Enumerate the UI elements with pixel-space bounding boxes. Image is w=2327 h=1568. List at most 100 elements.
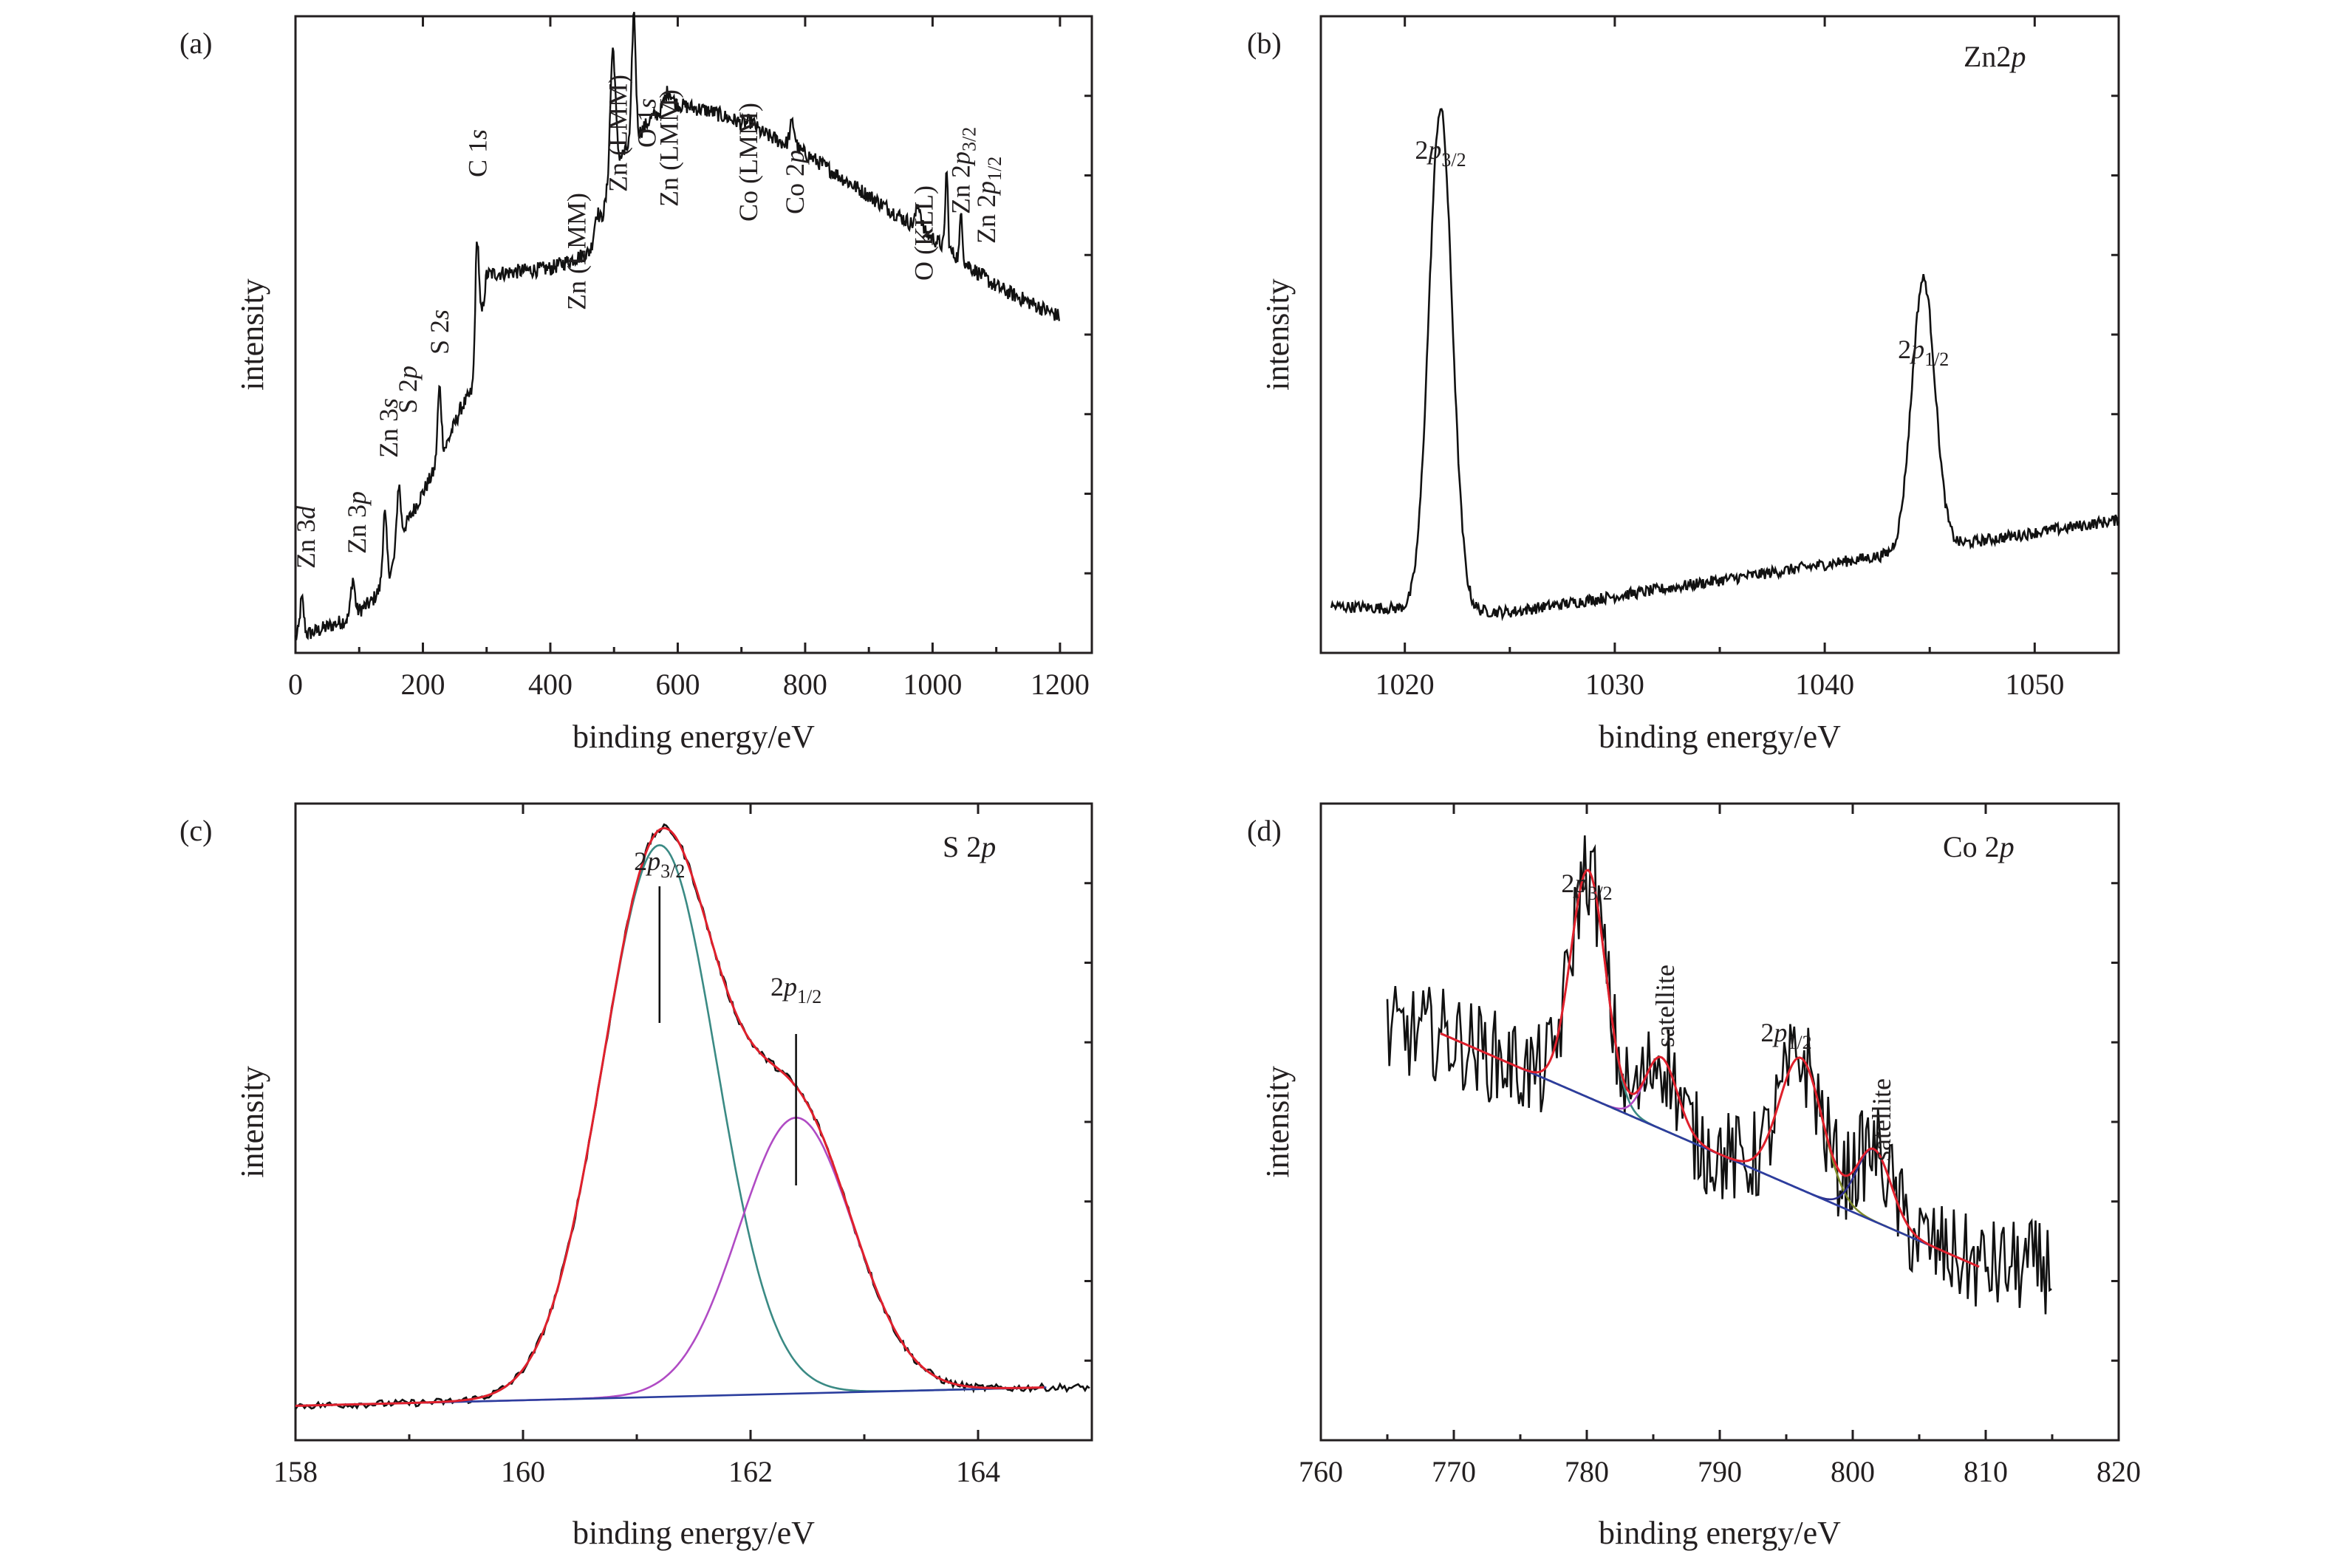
peak-label-text: Zn 3: [291, 519, 321, 569]
peak-label-text: 2: [1561, 869, 1574, 898]
panel-b-title-text: Zn2: [1964, 40, 2011, 73]
peak-label-italic: p: [342, 491, 372, 507]
peak-label: Zn (LMM): [654, 89, 683, 207]
panel-d-label: (d): [1247, 814, 1282, 847]
x-tick-label: 1200: [1031, 668, 1090, 701]
panel-c-x-axis-label: binding energy/eV: [573, 1515, 815, 1551]
x-tick-label: 800: [783, 668, 827, 701]
peak-label: Zn (LMM): [603, 75, 632, 192]
panel-c-title-text: S 2: [943, 830, 981, 863]
peak-label: O (KLL): [909, 185, 938, 281]
peak-label: Co 2p: [780, 150, 810, 214]
peak-label-2p32-subscript: 3/2: [1441, 149, 1466, 171]
peak-label-text: Zn 2: [971, 194, 1001, 244]
peak-label: 2p1/2: [1760, 1018, 1811, 1053]
x-tick-label: 160: [501, 1455, 545, 1488]
peak-label-text: 2: [1760, 1018, 1774, 1047]
experimental-line: [294, 823, 1090, 1410]
x-tick-label: 790: [1698, 1455, 1742, 1488]
peak-label-text: satellite: [1867, 1078, 1896, 1161]
panel-c-label: (c): [180, 814, 212, 847]
panel-c-data: [294, 823, 1090, 1410]
peak-label-2p12-text: 2: [1898, 335, 1911, 364]
panel-d-x-axis-label: binding energy/eV: [1599, 1515, 1841, 1551]
panel-a-x-axis-label: binding energy/eV: [573, 719, 815, 755]
peak-label: Zn 2p3/2: [946, 127, 980, 214]
peak-label: Co (LMM): [734, 103, 763, 222]
peak-label-italic: p: [393, 366, 423, 381]
peak-label-italic: p: [971, 181, 1001, 196]
peak-label: Zn 2p1/2: [971, 157, 1005, 244]
peak-label: satellite: [1650, 965, 1680, 1047]
peak-label-text: S 2: [393, 379, 423, 414]
panel-a-label: (a): [180, 27, 212, 60]
x-tick-label: 164: [956, 1455, 1000, 1488]
peak-label: C 1s: [463, 129, 493, 177]
panel-a-survey: (a) binding energy/eV intensity 0 200 400 6…: [180, 11, 1093, 755]
fit-component-line: [295, 843, 1045, 1407]
peak-label-text: 2: [634, 846, 647, 876]
peak-label-subscript: 1/2: [797, 986, 821, 1007]
panel-b-title-italic: p: [2009, 40, 2026, 73]
peak-label-italic: s: [374, 398, 403, 408]
peak-label-text: Zn 3: [374, 408, 403, 458]
peak-label-text: satellite: [1650, 965, 1680, 1047]
peak-label-text: Zn (LMM): [654, 89, 683, 207]
peak-label: 2p3/2: [634, 846, 685, 882]
peak-label-subscript: 3/2: [958, 127, 980, 151]
x-tick-label: 158: [273, 1455, 318, 1488]
x-tick-label: 800: [1831, 1455, 1875, 1488]
panel-a-ticks: 0 200 400 600 800 1000 1200: [288, 16, 1092, 701]
panel-c-s2p: (c) S 2p binding energy/eV intensity 158…: [180, 802, 1093, 1551]
peak-label-text: S 2: [425, 320, 454, 355]
peak-label-italic: p: [645, 846, 660, 876]
peak-label-italic: d: [291, 505, 321, 519]
panel-c-plot-frame: [294, 802, 1093, 1442]
x-tick-label: 760: [1299, 1455, 1343, 1488]
x-tick-label: 1040: [1795, 668, 1854, 701]
x-tick-label: 770: [1432, 1455, 1476, 1488]
panel-d-title: Co 2p: [1943, 830, 2015, 863]
peak-label-text: Co (LMM): [734, 103, 763, 222]
peak-label-text: C 1: [463, 140, 493, 177]
panel-d-plot-frame: [1319, 802, 2120, 1442]
peak-label-text: 2: [770, 972, 784, 1002]
peak-label-2p32-italic: p: [1426, 135, 1441, 165]
peak-label: 2p1/2: [770, 972, 821, 1007]
panel-b-data: [1330, 108, 2120, 622]
peak-label: Zn 3s: [374, 398, 403, 458]
fit-envelope-line: [1440, 869, 1980, 1268]
peak-label-2p12-italic: p: [1909, 335, 1924, 364]
peak-label-text: O (KLL): [909, 185, 938, 281]
peak-label-2p12-subscript: 1/2: [1924, 349, 1949, 370]
peak-label-italic: p: [780, 150, 810, 165]
x-tick-label: 810: [1964, 1455, 2008, 1488]
peak-label-text: Zn (LMM): [603, 75, 632, 192]
x-tick-label: 1000: [903, 668, 962, 701]
peak-label: Zn 3d: [291, 505, 321, 569]
panel-b-x-axis-label: binding energy/eV: [1599, 719, 1841, 755]
panel-b-title: Zn2p: [1964, 40, 2026, 73]
panel-b-label: (b): [1247, 27, 1282, 60]
peak-label-italic: p: [1572, 869, 1588, 898]
peak-label-italic: p: [946, 151, 975, 167]
peak-label-subscript: 1/2: [1787, 1032, 1811, 1053]
peak-label-text: Zn 2: [946, 165, 975, 214]
peak-label-text: Zn (LMM): [561, 193, 591, 310]
x-tick-label: 200: [400, 668, 445, 701]
peak-label: 2p3/2: [1561, 869, 1612, 904]
x-tick-label: 780: [1565, 1455, 1609, 1488]
x-tick-label: 600: [655, 668, 700, 701]
survey-spectrum-line: [294, 11, 1060, 640]
peak-label-italic: s: [425, 309, 454, 320]
peak-label-italic: p: [782, 972, 797, 1002]
peak-label: S 2p: [393, 366, 423, 414]
peak-label: S 2s: [425, 309, 454, 355]
panel-a-y-axis-label: intensity: [234, 278, 270, 391]
panel-b-ticks: 1020 1030 1040 1050: [1376, 16, 2119, 701]
peak-label-italic: p: [1771, 1018, 1787, 1047]
zn2p-spectrum-line: [1330, 108, 2120, 622]
